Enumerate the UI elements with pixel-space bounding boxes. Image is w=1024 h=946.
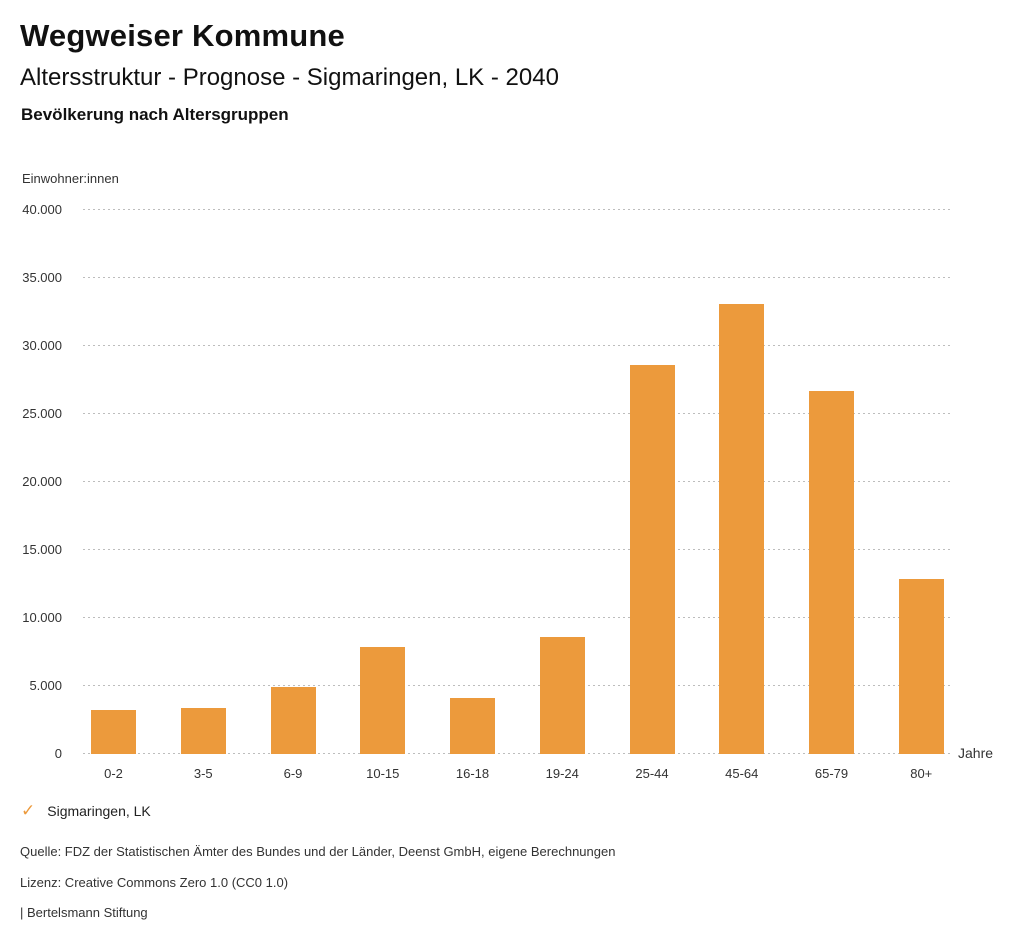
y-tick-label-5.000: 5.000 [29, 678, 62, 693]
x-tick-label-6-9: 6-9 [283, 766, 303, 781]
bar-6-9[interactable] [270, 687, 316, 754]
legend-check-icon: ✓ [21, 801, 36, 820]
bar-0-2[interactable] [91, 710, 136, 754]
x-tick-label-0-2: 0-2 [104, 766, 123, 781]
bar-chart-plot-area: 0-2 3-5 6-9 10-15 16-18 19-24 25-44 45-64 65-79 8… [83, 209, 952, 781]
y-tick-label-40.000: 40.000 [22, 202, 62, 217]
legend-item-sigmaringen[interactable]: ✓ Sigmaringen, LK [21, 802, 151, 820]
x-tick-label-16-18: 16-18 [455, 766, 490, 781]
gridline-35.000 [83, 277, 952, 278]
x-tick-label-65-79: 65-79 [814, 766, 849, 781]
legend-label: Sigmaringen, LK [47, 803, 151, 819]
gridline-15.000 [83, 549, 952, 550]
gridline-5.000 [83, 685, 952, 686]
x-axis-unit-label: Jahre [958, 745, 994, 761]
app-title: Wegweiser Kommune [20, 18, 345, 53]
bar-25-44[interactable] [629, 365, 675, 754]
x-tick-label-10-15: 10-15 [366, 766, 400, 781]
bar-16-18[interactable] [450, 698, 495, 754]
attribution-text: | Bertelsmann Stiftung [20, 905, 148, 920]
bar-10-15[interactable] [360, 647, 406, 754]
x-tick-label-19-24: 19-24 [545, 766, 579, 781]
x-tick-label-45-64: 45-64 [725, 766, 759, 781]
bar-45-64[interactable] [719, 304, 765, 754]
y-tick-label-15.000: 15.000 [22, 542, 62, 557]
x-tick-label-80+: 80+ [910, 766, 933, 781]
source-text: Quelle: FDZ der Statistischen Ämter des … [20, 844, 616, 859]
bar-3-5[interactable] [180, 708, 226, 754]
chart-heading: Bevölkerung nach Altersgruppen [21, 105, 289, 124]
gridline-40.000 [83, 209, 952, 210]
chart-subtitle: Altersstruktur - Prognose - Sigmaringen,… [20, 64, 559, 91]
bar-80+[interactable] [898, 579, 944, 754]
y-tick-label-35.000: 35.000 [22, 270, 62, 285]
y-axis-unit-label: Einwohner:innen [22, 171, 119, 186]
gridline-10.000 [83, 617, 952, 618]
gridline-30.000 [83, 345, 952, 346]
bar-65-79[interactable] [809, 391, 854, 754]
y-tick-label-25.000: 25.000 [22, 406, 62, 421]
x-tick-label-25-44: 25-44 [635, 766, 669, 781]
gridline-20.000 [83, 481, 952, 482]
y-tick-label-30.000: 30.000 [22, 338, 62, 353]
y-tick-label-20.000: 20.000 [22, 474, 62, 489]
y-tick-label-0: 0 [54, 746, 62, 761]
gridline-0 [83, 753, 952, 754]
y-tick-label-10.000: 10.000 [22, 610, 62, 625]
gridline-25.000 [83, 413, 952, 414]
x-tick-label-3-5: 3-5 [193, 766, 213, 781]
license-text: Lizenz: Creative Commons Zero 1.0 (CC0 1… [20, 875, 289, 890]
bar-19-24[interactable] [539, 637, 585, 754]
